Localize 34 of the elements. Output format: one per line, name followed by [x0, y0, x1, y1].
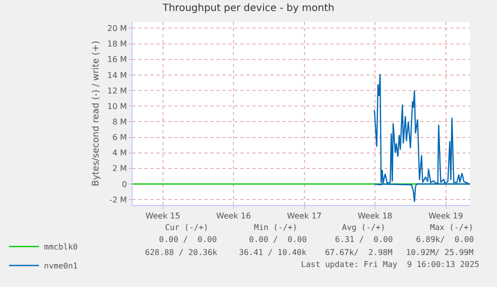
- x-tick-label: Week 15: [146, 212, 180, 221]
- text: Min (-/+): [254, 223, 298, 232]
- x-tick-label: Week 18: [358, 212, 392, 221]
- y-axis-title: Bytes/second read (-) / write (+): [92, 40, 102, 186]
- x-tick-label: Week 19: [428, 212, 464, 221]
- text: 628.88 / 20.36k: [145, 248, 218, 257]
- y-tick-label: 4 M: [112, 148, 128, 158]
- text: Last update: Fri May 9 16:00:13 2025: [301, 260, 480, 269]
- text: 0.00 / 0.00: [159, 235, 217, 244]
- legend-label: nvme0n1: [44, 262, 78, 271]
- y-tick-label: 14 M: [107, 70, 128, 80]
- chart-title: Throughput per device - by month: [162, 3, 334, 14]
- y-tick-label: 10 M: [107, 102, 128, 111]
- text: Avg (-/+): [342, 223, 386, 232]
- text: 36.41 / 10.40k: [239, 248, 307, 257]
- text: 6.89k/ 0.00: [416, 235, 474, 244]
- text: 10.92M/ 25.99M: [406, 248, 474, 257]
- y-tick-label: 12 M: [107, 86, 128, 96]
- x-tick-label: Week 16: [216, 212, 251, 221]
- y-tick-label: 20 M: [107, 24, 128, 34]
- x-tick-label: Week 17: [286, 212, 322, 221]
- text: 6.31 / 0.00: [335, 235, 393, 244]
- text: 67.67k/ 2.98M: [325, 248, 393, 257]
- text: Cur (-/+): [165, 223, 208, 232]
- legend-label: mmcblk0: [44, 242, 78, 252]
- y-tick-label: 2 M: [112, 164, 128, 174]
- text: Max (-/+): [430, 223, 474, 232]
- text: 0.00 / 0.00: [249, 235, 307, 244]
- y-tick-label: 6 M: [112, 133, 128, 142]
- y-tick-label: 18 M: [107, 40, 128, 49]
- y-tick-label: 8 M: [112, 117, 128, 126]
- y-tick-label: 16 M: [107, 55, 128, 64]
- y-tick-label: -2 M: [110, 195, 128, 204]
- y-tick-label: 0: [122, 180, 127, 189]
